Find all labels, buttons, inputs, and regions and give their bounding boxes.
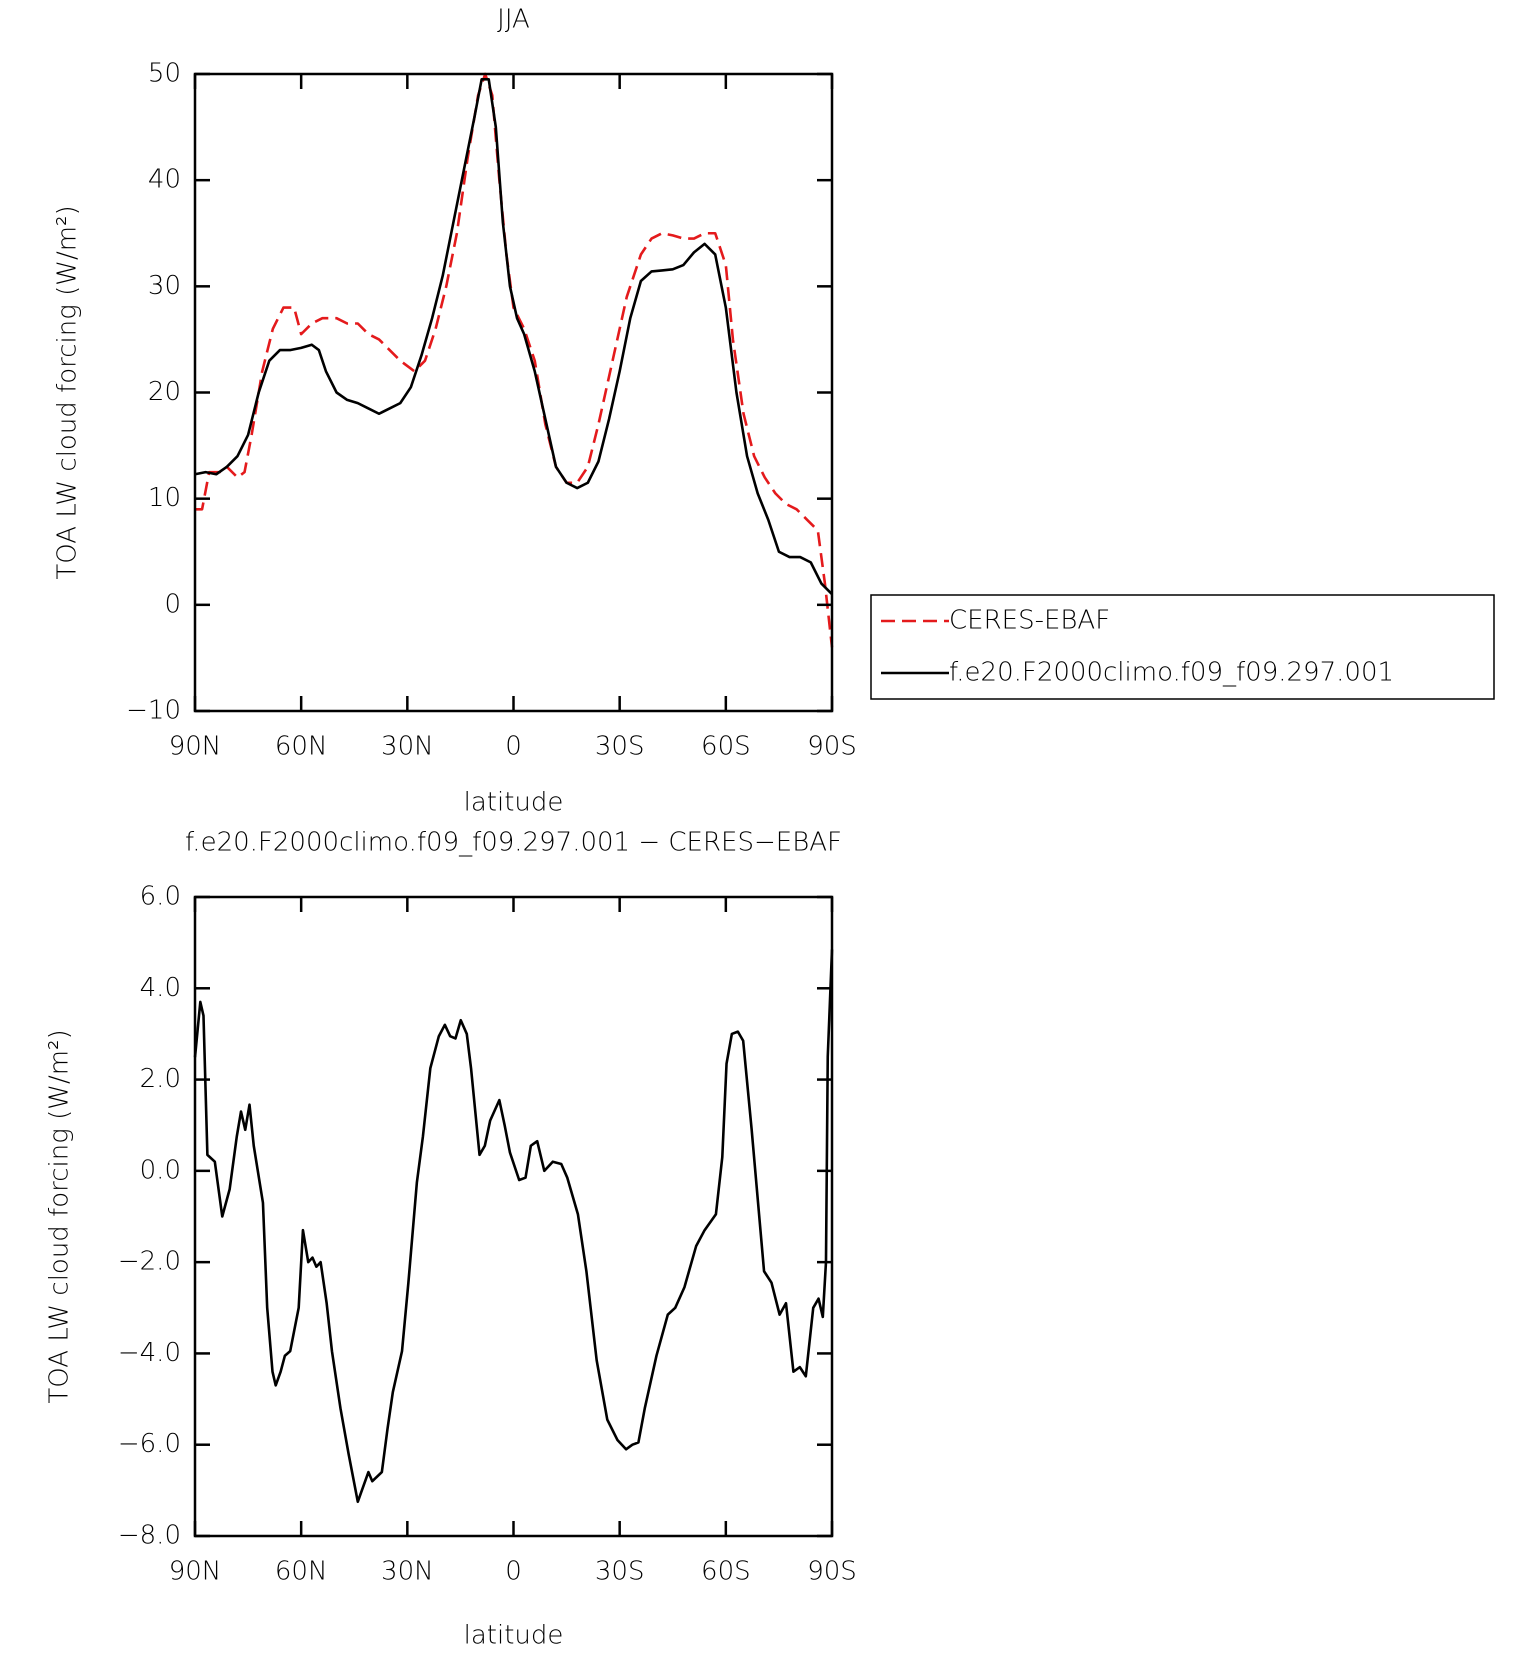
x-tick-label: 90S (807, 732, 857, 762)
x-axis-label: latitude (464, 788, 564, 818)
y-tick-label: −8.0 (118, 1521, 181, 1551)
x-tick-label: 60N (275, 732, 328, 762)
y-tick-label: 0 (164, 589, 181, 619)
y-axis-label: TOA LW cloud forcing (W/m²) (53, 205, 83, 579)
y-axis-label: TOA LW cloud forcing (W/m²) (45, 1029, 75, 1403)
x-tick-label: 0 (505, 732, 522, 762)
x-tick-label: 30S (595, 732, 645, 762)
x-tick-label: 90N (169, 732, 222, 762)
x-tick-label: 60N (275, 1557, 328, 1587)
y-tick-label: 50 (148, 59, 181, 89)
legend-label: f.e20.F2000climo.f09_f09.297.001 (949, 658, 1394, 688)
y-tick-label: 2.0 (140, 1064, 181, 1094)
y-tick-label: −10 (126, 696, 181, 726)
legend-box (870, 594, 1495, 700)
y-tick-label: 6.0 (140, 882, 181, 912)
chart-title: f.e20.F2000climo.f09_f09.297.001 − CERES… (185, 828, 842, 858)
y-tick-label: −2.0 (118, 1247, 181, 1277)
x-tick-label: 90S (807, 1557, 857, 1587)
y-tick-label: 30 (148, 271, 181, 301)
y-tick-label: −6.0 (118, 1429, 181, 1459)
line-series (194, 78, 833, 596)
x-axis-label: latitude (464, 1621, 564, 1651)
y-tick-label: −4.0 (118, 1338, 181, 1368)
chart-title: JJA (497, 5, 530, 35)
plot-frame (193, 895, 834, 1538)
y-tick-label: 4.0 (140, 973, 181, 1003)
x-tick-label: 60S (701, 1557, 751, 1587)
x-tick-label: 30N (381, 1557, 434, 1587)
legend-label: CERES-EBAF (949, 606, 1110, 636)
x-tick-label: 30N (381, 732, 434, 762)
line-series (195, 72, 834, 648)
y-tick-label: 20 (148, 377, 181, 407)
x-tick-label: 30S (595, 1557, 645, 1587)
y-tick-label: 0.0 (140, 1155, 181, 1185)
y-tick-label: 40 (148, 165, 181, 195)
y-tick-label: 10 (148, 483, 181, 513)
x-tick-label: 90N (169, 1557, 222, 1587)
line-series (193, 949, 834, 1504)
x-tick-label: 0 (505, 1557, 522, 1587)
x-tick-label: 60S (701, 732, 751, 762)
